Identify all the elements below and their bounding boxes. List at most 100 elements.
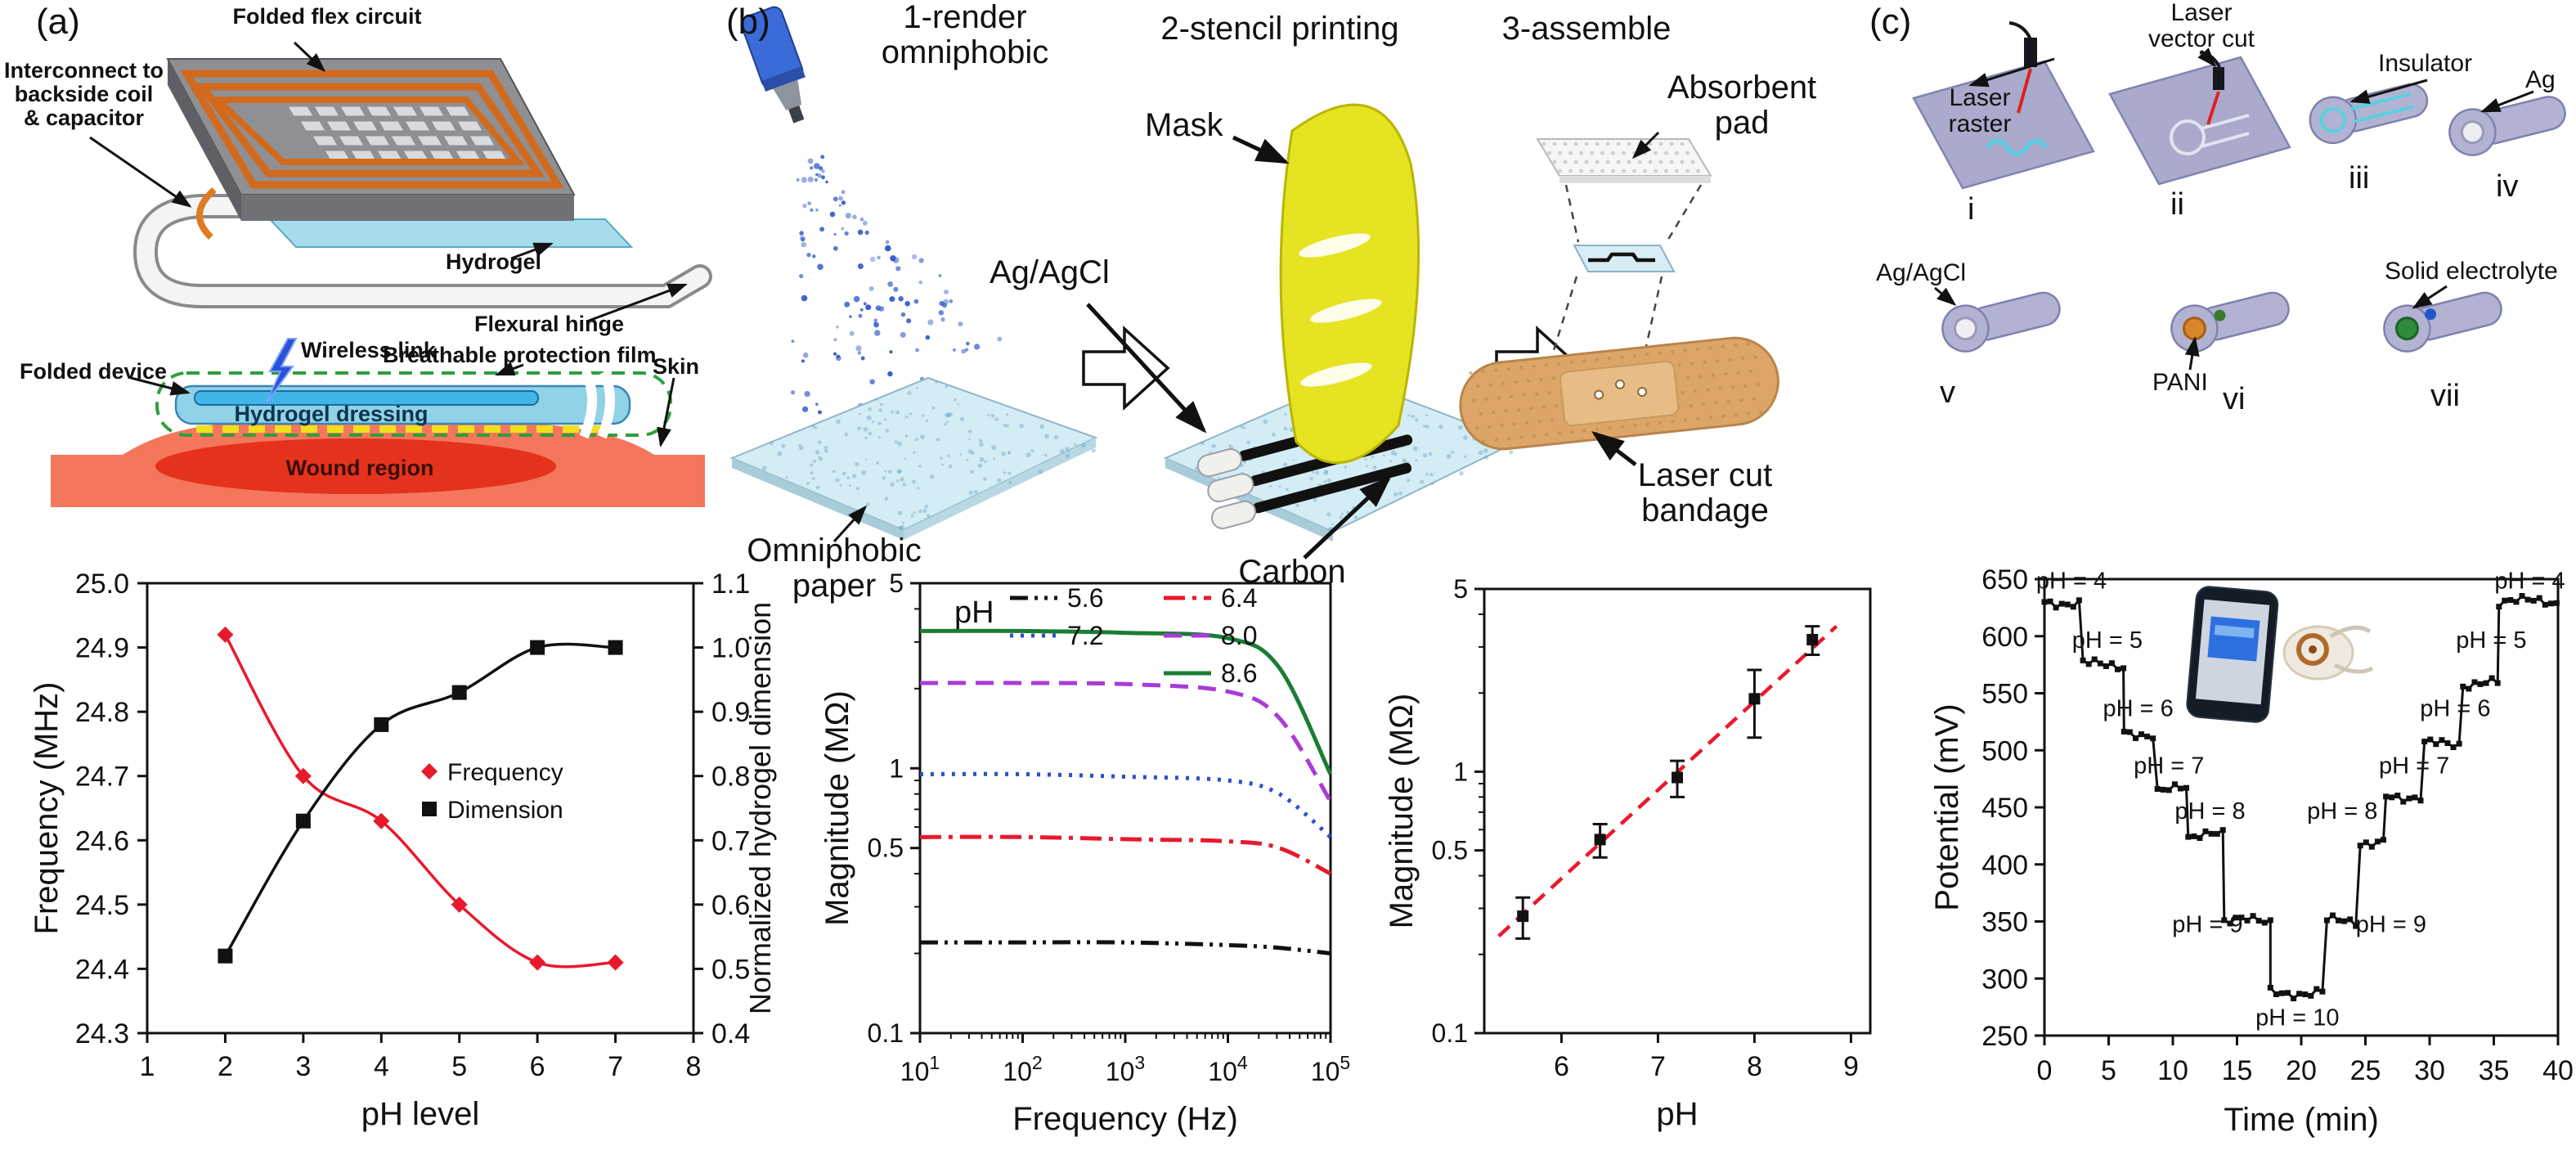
paper-edge	[1165, 458, 1333, 542]
chart-text: 7	[608, 1051, 623, 1082]
chart-text: 5	[2101, 1055, 2116, 1086]
device-side-face	[168, 59, 241, 221]
annotation-arrow	[832, 505, 868, 543]
chart-text: pH	[1656, 1096, 1698, 1132]
annotation-arrow	[2184, 336, 2200, 371]
chart-text: 8.6	[1221, 658, 1257, 688]
chart-text: 8	[686, 1051, 702, 1082]
chart-frequency-vs-ph: 1 2 3 4 5 6 7 8 24.3 24.4 24.5 24.6 24.7 24.8 24.9 25.0…	[29, 569, 777, 1132]
fold-sheet	[136, 197, 709, 305]
chart-text: 550	[1981, 679, 2028, 710]
data-point	[530, 640, 545, 655]
chart-text: 24.5	[75, 890, 129, 921]
annotation-arrow	[510, 242, 554, 260]
laser-tool-icon	[2024, 38, 2037, 67]
chart-text: 6	[530, 1051, 545, 1082]
chart-text: 103	[1106, 1052, 1145, 1086]
wound-region-shape	[155, 438, 556, 494]
label-agagcl: Ag/AgCl	[990, 254, 1110, 290]
bandage-hole	[1637, 387, 1648, 398]
annotation-arrow	[1303, 475, 1392, 560]
chart-text: 1	[140, 1051, 155, 1082]
label-omniphobic-paper: Omniphobic paper	[747, 533, 922, 604]
step2-title: 2-stencil printing	[1160, 11, 1399, 47]
omniphobic-paper-sheet	[729, 376, 1098, 532]
label-hydrogel-dressing: Hydrogel dressing	[234, 402, 429, 426]
ph-annotation: pH = 4	[2494, 568, 2565, 594]
label-ag: Ag	[2525, 66, 2556, 93]
dressing-interface-layer	[196, 425, 605, 433]
series-ph-7.2	[919, 771, 1332, 839]
annotation-arrow	[1232, 135, 1290, 164]
data-point	[1748, 693, 1761, 705]
chart-text: 0.8	[711, 762, 750, 793]
label-pani: PANI	[2152, 369, 2208, 396]
interconnect-wire	[195, 187, 217, 240]
label-folded-device: Folded device	[20, 359, 168, 384]
panel-c: (c) Laser raster Laser vector cut Insula…	[1865, 0, 2576, 458]
break-mark	[597, 370, 615, 439]
numeral-i: i	[1968, 192, 1975, 227]
series-ph-8.0	[919, 681, 1333, 803]
pad-texture	[1542, 142, 1700, 173]
vector-cut-outline	[2170, 119, 2206, 155]
data-point	[1517, 910, 1529, 923]
chart-text: 105	[1311, 1052, 1350, 1086]
folded-device-bar	[194, 390, 539, 406]
coil-turn	[194, 83, 545, 178]
ph-annotation: pH = 7	[2134, 753, 2204, 779]
chart-text: 0.6	[711, 890, 750, 921]
annotation-arrow	[2412, 285, 2448, 309]
numeral-iii: iii	[2349, 161, 2370, 195]
chart-text: 9	[1843, 1051, 1859, 1082]
chart-text: 0.9	[711, 697, 750, 728]
ph-annotation: pH = 4	[2036, 568, 2107, 594]
paper-texture	[762, 380, 1096, 530]
annotation-arrow	[89, 136, 192, 208]
spray-gun-icon	[740, 6, 806, 124]
chart-text: pH level	[361, 1096, 480, 1132]
label-folded-flex-circuit: Folded flex circuit	[232, 4, 422, 29]
annotation-arrow	[1934, 286, 1957, 306]
break-mark	[579, 370, 597, 439]
bandage-pad	[1560, 360, 1680, 427]
label-mask: Mask	[1145, 107, 1223, 143]
chart-text: Dimension	[447, 797, 563, 824]
data-point	[374, 717, 389, 732]
series-ph-8.6	[919, 628, 1333, 775]
ph-annotation: pH = 9	[2172, 911, 2242, 937]
chart-text: Time (min)	[2224, 1102, 2379, 1138]
step1-title: 1-render omniphobic	[881, 0, 1049, 71]
data-point	[1672, 771, 1683, 784]
chart-text: 1	[1453, 757, 1468, 786]
step3-title: 3-assemble	[1501, 11, 1672, 47]
substrate-i	[1912, 60, 2095, 190]
hydrogel-slab	[267, 218, 634, 248]
annotation-arrow	[2349, 79, 2428, 104]
data-point	[451, 685, 467, 700]
annotation-arrow	[588, 283, 688, 322]
data-point	[529, 954, 546, 971]
numeral-vii: vii	[2430, 379, 2460, 413]
chart-text: 7	[1650, 1051, 1666, 1082]
sensor-chip	[1573, 245, 1676, 272]
chart-text: 0.1	[1432, 1018, 1468, 1048]
stencil-mask	[1279, 103, 1420, 465]
data-point	[607, 954, 624, 971]
chart-text: 300	[1981, 964, 2028, 995]
ph-annotation: pH = 6	[2103, 696, 2173, 722]
electrode-grid	[287, 106, 508, 161]
chart-text: pH	[954, 595, 994, 630]
chart-potential-vs-time: 0 5 10 15 20 25 30 35 40 250 300 350 400 450 500 550 600…	[1929, 564, 2574, 1138]
chart-text: 450	[1981, 793, 2028, 824]
coil-turn	[180, 70, 564, 189]
coil-turn	[209, 97, 526, 165]
chart-text: 1.0	[711, 633, 750, 664]
bandage	[1459, 336, 1779, 451]
lightning-bolt-icon	[266, 338, 298, 403]
mask-slot	[1300, 362, 1372, 387]
annotation-arrow	[293, 41, 326, 73]
chart-text: 40	[2542, 1055, 2574, 1086]
chart2-plot: 101 102 103 104 105 5 1 0.5 0.1 pH 5.6 7.2 6.4 8.0 8.6	[868, 569, 1351, 1086]
numeral-iv: iv	[2496, 169, 2519, 204]
